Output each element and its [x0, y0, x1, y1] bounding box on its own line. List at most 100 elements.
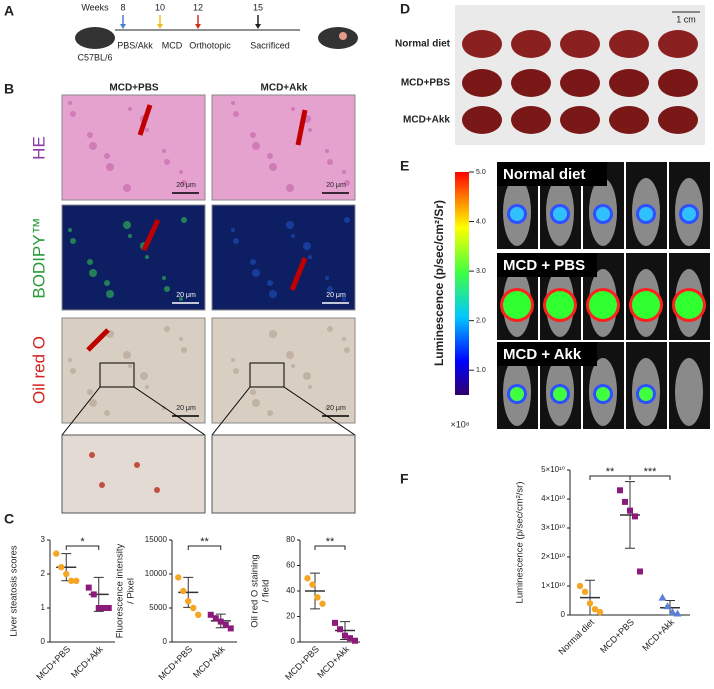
texture [267, 153, 273, 159]
liver [560, 30, 600, 58]
data-point [319, 600, 326, 607]
colorbar-tick-label: 1.0 [476, 367, 486, 374]
data-point [314, 594, 321, 601]
liver [658, 106, 698, 134]
panel-label: D [400, 1, 410, 17]
texture [164, 326, 170, 332]
row-label: MCD+Akk [403, 115, 450, 126]
texture [233, 368, 239, 374]
texture [162, 276, 166, 280]
scale-bar-label: 20 μm [176, 405, 196, 412]
data-point [212, 615, 219, 622]
signal [675, 291, 703, 319]
texture [70, 368, 76, 374]
y-tick-label: 2 [41, 569, 46, 578]
texture [344, 180, 350, 186]
panel-label: B [4, 81, 14, 97]
step-label: MCD [162, 40, 183, 50]
texture [104, 280, 110, 286]
lipid-droplet [154, 487, 160, 493]
y-tick-label: 1×10¹⁰ [541, 581, 565, 590]
texture [231, 101, 235, 105]
scale-bar-label: 20 μm [326, 182, 346, 189]
micrograph [211, 204, 356, 311]
data-point [227, 625, 234, 632]
data-point [622, 498, 628, 505]
y-tick-label: 3×10¹⁰ [541, 523, 565, 532]
texture [70, 238, 76, 244]
row-label: Oil red O [29, 336, 48, 404]
signal [503, 291, 531, 319]
data-point [663, 602, 672, 610]
significance-bracket [187, 545, 222, 550]
data-point [591, 606, 599, 613]
arrow-head [120, 24, 126, 29]
colorbar-label: Luminescence (p/sec/cm²/Sr) [432, 200, 446, 366]
texture [145, 128, 149, 132]
zoom-line [211, 386, 251, 436]
micrograph [61, 204, 206, 311]
data-point [217, 618, 224, 625]
week-label: 15 [253, 2, 263, 12]
x-tick-label: MCD+PBS [34, 644, 72, 682]
data-point [576, 582, 584, 590]
texture [342, 337, 346, 341]
x-tick-label: Normal diet [556, 617, 596, 657]
data-point [53, 550, 60, 557]
arrow-head [255, 24, 261, 29]
x-tick-label: MCD+PBS [283, 644, 321, 682]
texture [179, 170, 183, 174]
week-label: 8 [120, 2, 125, 12]
data-point [309, 581, 316, 588]
row-label: MCD + Akk [503, 346, 582, 363]
texture [123, 221, 131, 229]
data-point [90, 591, 97, 598]
liver [511, 30, 551, 58]
data-point [195, 611, 202, 618]
x-tick-label: MCD+PBS [598, 617, 636, 655]
x-tick-label: MCD+Akk [315, 644, 351, 680]
significance-label: ** [326, 536, 335, 548]
liver [462, 69, 502, 97]
data-point [73, 577, 80, 584]
data-point [190, 604, 197, 612]
texture [269, 330, 277, 338]
row-label: MCD + PBS [503, 257, 585, 274]
column-header: MCD+Akk [261, 83, 308, 94]
panel-label: A [4, 3, 14, 19]
texture [231, 228, 235, 232]
significance-label: *** [644, 466, 658, 478]
texture [181, 347, 187, 353]
annotation-arrow [295, 109, 308, 146]
annotation-arrow [86, 328, 110, 352]
column-header: MCD+PBS [109, 83, 159, 94]
significance-bracket [314, 545, 346, 550]
colorbar-unit: ×10⁸ [450, 419, 469, 429]
y-tick-label: 15000 [145, 535, 168, 544]
texture [68, 101, 72, 105]
y-tick-label: 80 [286, 535, 295, 544]
data-point [105, 605, 112, 611]
data-point [95, 605, 102, 611]
texture [291, 364, 295, 368]
y-tick-label: 10000 [145, 569, 168, 578]
texture [325, 149, 329, 153]
data-point [58, 564, 65, 571]
significance-label: ** [200, 536, 209, 548]
texture [327, 159, 333, 165]
signal [546, 291, 574, 319]
signal [596, 207, 610, 221]
significance-bracket [65, 545, 100, 550]
signal [510, 387, 524, 401]
y-tick-label: 5×10¹⁰ [541, 465, 565, 474]
row-label: BODIPY™ [29, 217, 48, 298]
texture [286, 351, 294, 359]
zoom-line [283, 386, 356, 436]
y-axis-label: / Pixel [126, 578, 137, 604]
y-tick-label: 0 [561, 610, 566, 619]
signal [639, 387, 653, 401]
liver [462, 106, 502, 134]
data-point [100, 605, 107, 611]
texture [252, 142, 260, 150]
